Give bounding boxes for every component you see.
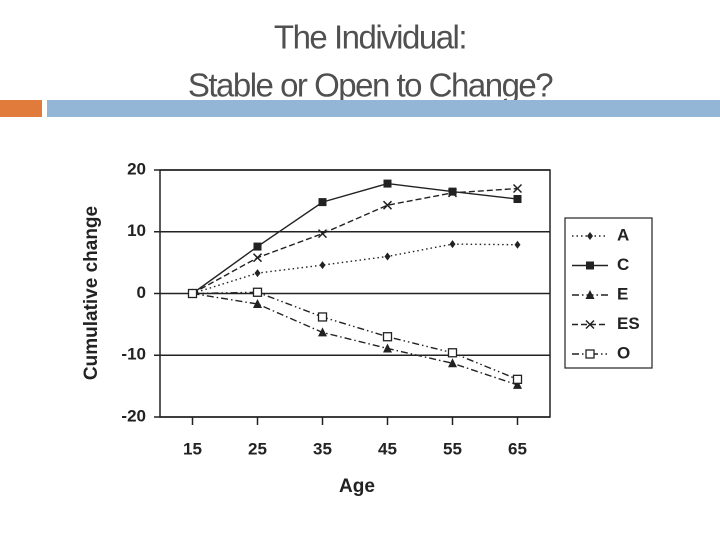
marker — [447, 188, 458, 198]
marker — [513, 379, 522, 389]
y-tick-label: -10 — [121, 345, 146, 364]
legend-label: E — [617, 284, 628, 303]
marker — [514, 240, 521, 249]
x-tick-label: 25 — [248, 439, 267, 458]
x-axis-title: Age — [339, 476, 375, 497]
header-bar — [47, 100, 720, 117]
marker — [447, 348, 458, 358]
y-axis-title: Cumulative change — [81, 206, 102, 380]
marker — [382, 332, 393, 342]
marker — [317, 312, 328, 322]
x-tick-label: 35 — [313, 439, 332, 458]
legend — [564, 217, 653, 369]
legend-label: A — [617, 225, 629, 244]
x-tick-label: 45 — [378, 439, 397, 458]
marker — [383, 179, 392, 188]
marker — [254, 269, 261, 278]
x-tick-label: 15 — [183, 439, 202, 458]
series-line — [192, 182, 518, 295]
marker — [253, 242, 262, 251]
marker — [449, 240, 456, 249]
marker — [252, 253, 263, 263]
marker — [585, 290, 595, 299]
legend-label: O — [617, 343, 630, 362]
marker — [319, 261, 326, 270]
y-tick-label: -20 — [121, 406, 146, 425]
x-tick-label: 65 — [508, 439, 527, 458]
marker — [585, 319, 595, 330]
legend-label: C — [617, 255, 629, 274]
marker — [253, 298, 262, 308]
y-tick-label: 10 — [127, 221, 146, 240]
marker — [318, 198, 327, 207]
marker — [448, 358, 457, 368]
x-tick-label: 55 — [443, 439, 462, 458]
marker — [317, 229, 328, 239]
marker — [448, 187, 457, 196]
y-tick-label: 0 — [137, 283, 146, 302]
marker — [585, 349, 595, 359]
marker — [252, 287, 263, 297]
series-line — [192, 292, 518, 386]
marker — [512, 183, 523, 194]
marker — [382, 200, 393, 210]
marker — [384, 252, 391, 261]
marker — [587, 232, 593, 240]
marker — [586, 261, 594, 270]
y-tick-label: 20 — [127, 159, 146, 178]
marker — [513, 195, 522, 204]
series-line — [192, 187, 518, 295]
marker — [383, 343, 392, 353]
slide-title: Stable or Open to Change? — [188, 67, 553, 104]
accent-bar — [0, 100, 42, 117]
series-line — [192, 291, 518, 380]
legend-label: ES — [617, 314, 640, 333]
marker — [318, 327, 327, 337]
marker — [512, 374, 523, 384]
slide-title: The Individual: — [274, 19, 466, 56]
marker — [187, 288, 198, 299]
